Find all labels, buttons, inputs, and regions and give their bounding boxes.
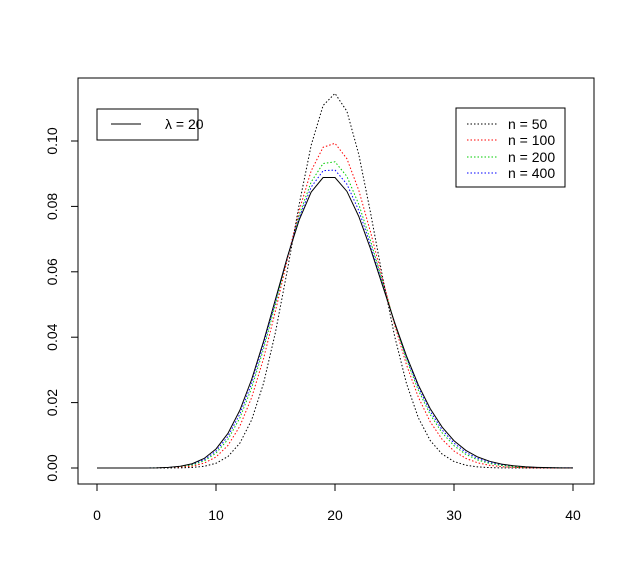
legend-n: n = 50 n = 100 n = 200 n = 400	[455, 107, 566, 188]
series-line-20	[97, 177, 574, 469]
legend-n100-label: n = 100	[508, 132, 555, 148]
x-tick-label: 10	[208, 507, 224, 523]
series-line-n-100	[97, 142, 574, 469]
y-tick-label: 0.06	[44, 258, 60, 285]
y-tick-label: 0.10	[44, 127, 60, 154]
x-tick-label: 0	[93, 507, 101, 523]
y-tick-label: 0.08	[44, 193, 60, 220]
y-axis: 0.00 0.02 0.04 0.06 0.08 0.10	[44, 127, 79, 482]
legend-lambda: λ = 20	[96, 108, 204, 141]
legend-n50-label: n = 50	[508, 116, 548, 132]
legend-n-box	[455, 107, 566, 188]
x-tick-label: 20	[327, 507, 343, 523]
series-line-n-200	[97, 161, 574, 469]
x-tick-label: 30	[446, 507, 462, 523]
x-axis: 0 10 20 30 40	[93, 483, 581, 523]
legend-n400-label: n = 400	[508, 165, 555, 181]
legend-lambda-label: λ = 20	[165, 116, 204, 132]
y-tick-label: 0.00	[44, 454, 60, 481]
series-line-n-400	[97, 169, 574, 469]
y-tick-label: 0.02	[44, 389, 60, 416]
legend-n200-label: n = 200	[508, 149, 555, 165]
x-tick-label: 40	[565, 507, 581, 523]
y-tick-label: 0.04	[44, 323, 60, 350]
series-layer	[97, 92, 574, 469]
